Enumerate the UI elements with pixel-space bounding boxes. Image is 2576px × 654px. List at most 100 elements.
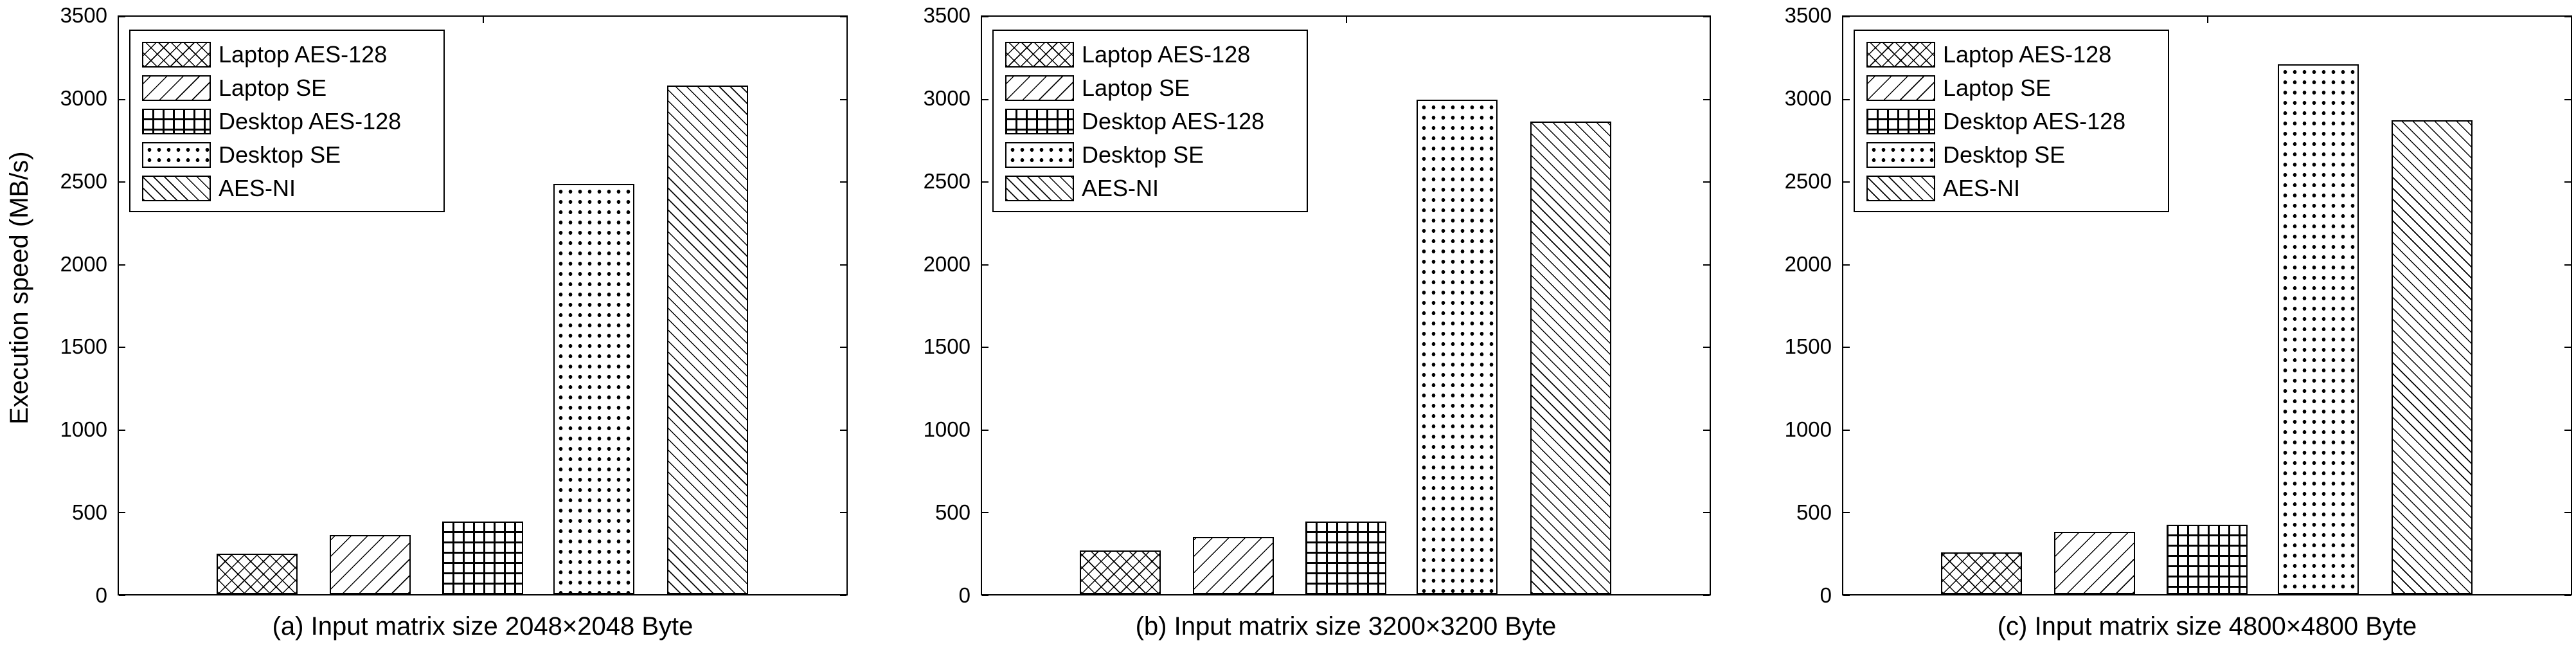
legend-label: Laptop AES-128 bbox=[219, 41, 388, 68]
bar-laptop-se bbox=[2054, 532, 2135, 594]
y-tick-label: 3500 bbox=[1784, 3, 1832, 27]
y-tick-mark-right bbox=[2564, 595, 2571, 596]
bar-desktop-se bbox=[2278, 64, 2359, 594]
y-tick-mark-right bbox=[1703, 181, 1710, 183]
plot-area: Laptop AES-128 Laptop SE Desktop AES-128 De… bbox=[118, 15, 848, 596]
grid-pattern-swatch bbox=[1866, 109, 1935, 134]
grid-pattern-swatch bbox=[142, 109, 211, 134]
legend-label: Laptop AES-128 bbox=[1943, 41, 2112, 68]
y-tick-label: 3000 bbox=[923, 86, 970, 110]
panel-caption: (b) Input matrix size 3200×3200 Byte bbox=[1135, 612, 1557, 640]
legend-label: Laptop SE bbox=[1082, 75, 1190, 101]
panel-caption: (a) Input matrix size 2048×2048 Byte bbox=[272, 612, 693, 640]
bar-laptop-se bbox=[330, 535, 411, 594]
legend-label: Desktop SE bbox=[1943, 141, 2066, 168]
y-tick-mark-right bbox=[2564, 181, 2571, 183]
y-tick-mark bbox=[1843, 181, 1850, 183]
y-tick-label: 2500 bbox=[923, 168, 970, 193]
dot-pattern-swatch bbox=[142, 142, 211, 168]
y-tick-mark-right bbox=[2564, 347, 2571, 349]
legend-label: Desktop AES-128 bbox=[219, 108, 402, 134]
legend: Laptop AES-128 Laptop SE Desktop AES-128 De… bbox=[1854, 30, 2169, 212]
y-tick-label: 2500 bbox=[60, 168, 107, 193]
legend-item: AES-NI bbox=[142, 175, 296, 202]
plot-area: Laptop AES-128 Laptop SE Desktop AES-128 De… bbox=[981, 15, 1711, 596]
y-tick-mark bbox=[1843, 98, 1850, 100]
y-tick-mark-right bbox=[840, 98, 846, 100]
y-tick-mark-right bbox=[2564, 98, 2571, 100]
y-tick-mark bbox=[982, 512, 988, 514]
back-diagonal-pattern-swatch bbox=[1005, 176, 1074, 201]
bar-laptop-aes-128 bbox=[1080, 550, 1161, 594]
y-tick-label: 500 bbox=[71, 500, 107, 525]
legend-label: AES-NI bbox=[1943, 175, 2021, 201]
legend-label: Desktop AES-128 bbox=[1082, 108, 1265, 134]
y-tick-label: 1500 bbox=[1784, 334, 1832, 359]
y-tick-label: 0 bbox=[1820, 583, 1832, 607]
y-tick-label: 2000 bbox=[60, 251, 107, 276]
y-tick-label: 3500 bbox=[60, 3, 107, 27]
y-tick-mark bbox=[982, 264, 988, 266]
legend-item: Desktop AES-128 bbox=[1005, 108, 1264, 135]
x-tick-mark-top bbox=[1346, 17, 1347, 23]
legend-item: Laptop SE bbox=[1005, 75, 1190, 102]
legend-item: AES-NI bbox=[1866, 175, 2020, 202]
y-tick-mark bbox=[1843, 512, 1850, 514]
y-tick-mark bbox=[982, 429, 988, 431]
y-tick-mark bbox=[982, 181, 988, 183]
y-tick-mark bbox=[982, 595, 988, 596]
y-tick-mark-right bbox=[1703, 347, 1710, 349]
y-tick-label: 3000 bbox=[60, 86, 107, 110]
plot-area: Laptop AES-128 Laptop SE Desktop AES-128 De… bbox=[1842, 15, 2572, 596]
y-tick-mark bbox=[119, 429, 125, 431]
y-tick-mark bbox=[119, 264, 125, 266]
y-tick-mark-right bbox=[840, 181, 846, 183]
crosshatch-pattern-swatch bbox=[1866, 42, 1935, 68]
crosshatch-pattern-swatch bbox=[1005, 42, 1074, 68]
y-tick-label: 1500 bbox=[60, 334, 107, 359]
y-axis-label: Execution speed (MB/s) bbox=[5, 151, 33, 424]
grid-pattern-swatch bbox=[1005, 109, 1074, 134]
y-tick-mark-right bbox=[840, 512, 846, 514]
bar-laptop-se bbox=[1193, 537, 1274, 594]
legend-label: Laptop SE bbox=[1943, 75, 2052, 101]
back-diagonal-pattern-swatch bbox=[1866, 176, 1935, 201]
legend-item: Desktop SE bbox=[142, 141, 341, 168]
forward-diagonal-pattern-swatch bbox=[1866, 75, 1935, 101]
bar-desktop-aes-128 bbox=[442, 522, 523, 594]
y-tick-label: 2000 bbox=[923, 251, 970, 276]
legend: Laptop AES-128 Laptop SE Desktop AES-128 De… bbox=[129, 30, 445, 212]
y-tick-mark bbox=[1843, 347, 1850, 349]
bar-desktop-se bbox=[1417, 100, 1498, 594]
legend-item: Laptop AES-128 bbox=[142, 41, 387, 68]
y-tick-mark-right bbox=[1703, 512, 1710, 514]
legend-label: Laptop AES-128 bbox=[1082, 41, 1251, 68]
bar-aes-ni bbox=[2392, 120, 2473, 594]
legend-item: Desktop AES-128 bbox=[1866, 108, 2125, 135]
legend-item: Desktop AES-128 bbox=[142, 108, 401, 135]
legend-item: Laptop AES-128 bbox=[1005, 41, 1250, 68]
y-tick-mark bbox=[982, 347, 988, 349]
back-diagonal-pattern-swatch bbox=[142, 176, 211, 201]
y-tick-label: 2000 bbox=[1784, 251, 1832, 276]
y-tick-mark-right bbox=[1703, 595, 1710, 596]
bar-aes-ni bbox=[1530, 122, 1611, 594]
x-tick-mark-top bbox=[483, 17, 484, 23]
bar-desktop-aes-128 bbox=[2167, 525, 2248, 594]
legend-item: Desktop SE bbox=[1866, 141, 2065, 168]
y-tick-mark-right bbox=[840, 595, 846, 596]
bar-aes-ni bbox=[667, 86, 748, 594]
y-tick-mark-right bbox=[2564, 429, 2571, 431]
y-tick-label: 1000 bbox=[60, 417, 107, 442]
y-tick-mark bbox=[119, 181, 125, 183]
legend-label: AES-NI bbox=[219, 175, 296, 201]
y-tick-mark bbox=[1843, 264, 1850, 266]
y-tick-label: 2500 bbox=[1784, 168, 1832, 193]
y-tick-mark bbox=[119, 16, 125, 17]
crosshatch-pattern-swatch bbox=[142, 42, 211, 68]
y-tick-label: 3000 bbox=[1784, 86, 1832, 110]
dot-pattern-swatch bbox=[1005, 142, 1074, 168]
legend-label: Desktop SE bbox=[219, 141, 341, 168]
y-tick-mark bbox=[1843, 16, 1850, 17]
legend-label: Desktop AES-128 bbox=[1943, 108, 2126, 134]
